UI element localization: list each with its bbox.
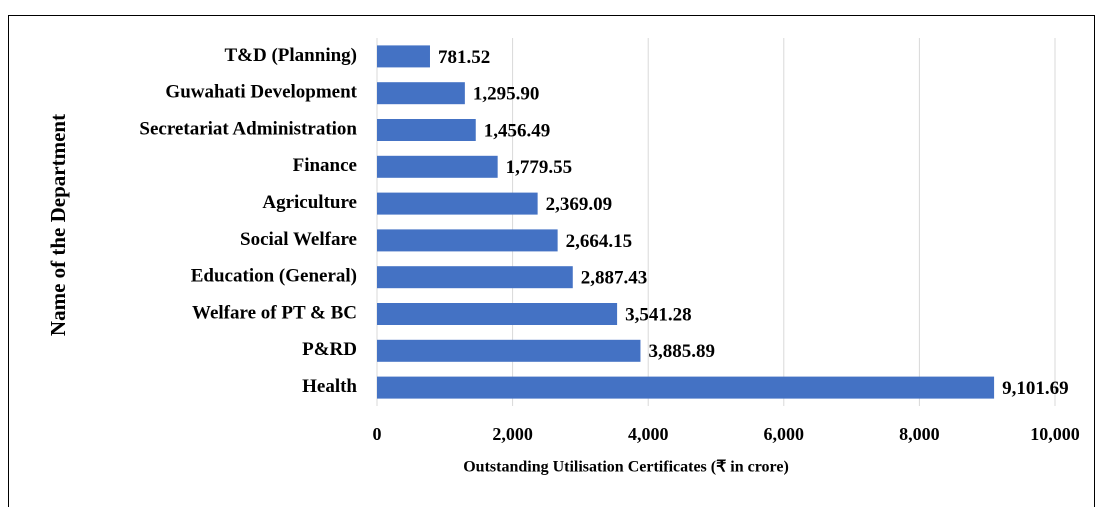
bar: [377, 376, 995, 399]
y-tick-label: Agriculture: [262, 192, 357, 213]
data-label: 3,885.89: [648, 341, 715, 362]
y-tick-label: Welfare of PT & BC: [192, 302, 357, 323]
x-tick-label: 10,000: [1030, 424, 1080, 444]
y-tick-label: P&RD: [302, 339, 357, 360]
data-label: 1,779.55: [506, 157, 573, 178]
x-tick-label: 8,000: [899, 424, 940, 444]
x-axis-label: Outstanding Utilisation Certificates (₹ …: [463, 459, 789, 476]
x-tick-label: 2,000: [492, 424, 533, 444]
data-label: 3,541.28: [625, 304, 692, 325]
data-label: 781.52: [438, 47, 490, 68]
bar: [377, 339, 641, 362]
data-label: 2,664.15: [566, 231, 633, 252]
bar: [377, 45, 430, 68]
bar: [377, 155, 498, 178]
bar: [377, 229, 558, 252]
x-tick-label: 6,000: [764, 424, 805, 444]
bar: [377, 303, 618, 325]
data-label: 1,295.90: [473, 84, 540, 105]
x-tick-label: 0: [373, 424, 382, 444]
chart-frame: [8, 15, 1095, 507]
y-tick-label: T&D (Planning): [225, 45, 358, 66]
bar: [377, 82, 465, 105]
y-tick-label: Education (General): [191, 266, 357, 287]
bar: [377, 266, 573, 289]
y-tick-label: Secretariat Administration: [139, 118, 357, 139]
data-label: 1,456.49: [484, 120, 550, 141]
data-label: 2,887.43: [581, 268, 648, 289]
y-tick-label: Health: [302, 376, 357, 397]
y-axis-label: Name of the Department: [46, 114, 70, 336]
data-label: 2,369.09: [546, 194, 613, 215]
y-tick-label: Guwahati Development: [165, 82, 357, 103]
bar: [377, 192, 538, 215]
y-tick-label: Finance: [293, 155, 357, 176]
data-label: 9,101.69: [1002, 378, 1069, 399]
x-tick-label: 4,000: [628, 424, 669, 444]
bar: [377, 119, 476, 141]
y-tick-label: Social Welfare: [240, 229, 357, 250]
